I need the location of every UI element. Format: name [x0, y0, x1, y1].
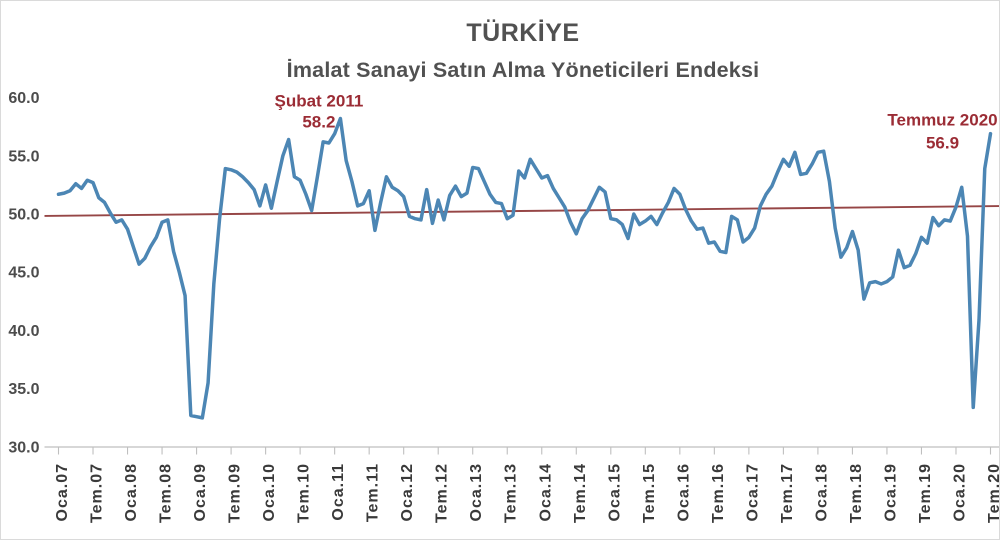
chart-subtitle: İmalat Sanayi Satın Alma Yöneticileri En…: [286, 58, 760, 82]
x-axis-label: Oca.13: [468, 463, 485, 521]
pmi-line-series: [56, 116, 993, 420]
chart-title: TÜRKİYE: [466, 19, 580, 47]
x-axis-label: Tem.15: [641, 463, 658, 523]
x-axis-label: Tem.16: [710, 463, 727, 523]
x-axis-label: Oca.14: [537, 463, 554, 521]
x-axis-label: Tem.20: [986, 463, 1000, 523]
x-axis-label: Tem.09: [227, 463, 244, 523]
y-axis-label: 50.0: [8, 207, 39, 224]
x-axis-label: Tem.11: [365, 463, 382, 522]
x-axis-label: Tem.12: [434, 463, 451, 523]
annotation-value: 56.9: [926, 134, 959, 153]
x-axis-label: Oca.17: [744, 463, 761, 521]
x-axis-label: Oca.12: [399, 463, 416, 521]
x-axis-label: Oca.19: [882, 463, 899, 521]
x-axis-label: Tem.14: [572, 463, 589, 523]
x-axis-label: Oca.08: [123, 463, 140, 521]
y-axis-label: 45.0: [8, 265, 39, 282]
annotation-label: Temmuz 2020: [887, 111, 997, 130]
x-axis-label: Tem.17: [779, 463, 796, 523]
annotation-label: Şubat 2011: [274, 92, 363, 111]
x-axis-label: Tem.10: [296, 463, 313, 523]
x-axis-label: Tem.08: [158, 463, 175, 523]
x-axis-label: Tem.19: [917, 463, 934, 523]
x-axis-label: Tem.18: [848, 463, 865, 523]
x-axis-label: Oca.11: [330, 463, 347, 521]
x-axis-label: Oca.16: [675, 463, 692, 521]
y-axis-label: 60.0: [8, 90, 39, 107]
x-axis-label: Oca.18: [813, 463, 830, 521]
y-axis-label: 55.0: [8, 148, 39, 165]
y-axis-label: 35.0: [8, 381, 39, 398]
trendline-50: [44, 205, 999, 217]
x-axis-label: Oca.20: [951, 463, 968, 521]
y-axis-label: 40.0: [8, 323, 39, 340]
x-axis-label: Oca.15: [606, 463, 623, 521]
y-axis-label: 30.0: [8, 439, 39, 456]
x-axis-label: Oca.10: [261, 463, 278, 521]
x-axis-label: Tem.07: [89, 463, 106, 523]
x-axis-label: Oca.09: [192, 463, 209, 521]
x-axis-label: Oca.07: [54, 463, 71, 521]
annotation-value: 58.2: [302, 113, 335, 132]
x-axis-label: Tem.13: [503, 463, 520, 523]
